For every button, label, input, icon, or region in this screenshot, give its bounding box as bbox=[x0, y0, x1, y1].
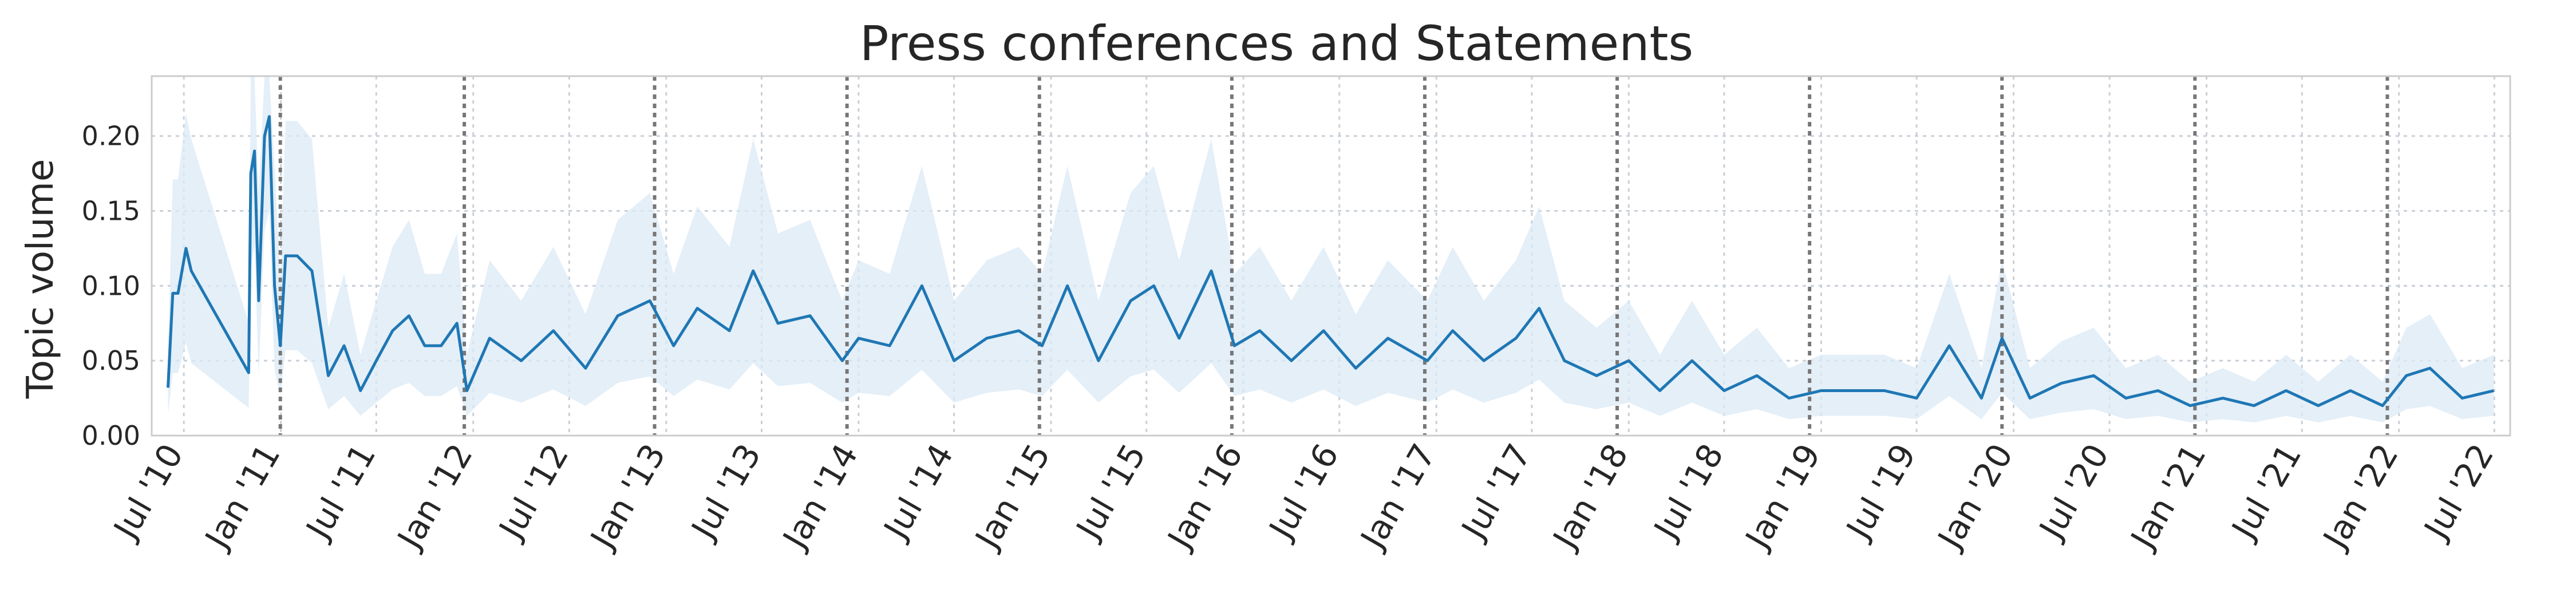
y-tick-label: 0.05 bbox=[82, 345, 140, 376]
x-tick-label: Jan '11 bbox=[197, 437, 288, 556]
x-tick-label: Jan '21 bbox=[2123, 437, 2214, 556]
x-tick-label: Jul '21 bbox=[2223, 437, 2309, 547]
x-tick-label: Jan '17 bbox=[1352, 437, 1443, 556]
x-tick-label: Jan '16 bbox=[1159, 437, 1250, 556]
y-axis-label: Topic volume bbox=[19, 159, 62, 399]
y-tick-label: 0.00 bbox=[82, 420, 140, 451]
x-tick-label: Jul '17 bbox=[1453, 437, 1539, 547]
series-line bbox=[167, 115, 2495, 408]
x-tick-label: Jul '13 bbox=[683, 437, 768, 547]
x-tick-label: Jan '20 bbox=[1929, 437, 2020, 556]
x-tick-label: Jan '14 bbox=[775, 437, 866, 556]
x-tick-label: Jan '18 bbox=[1544, 437, 1635, 556]
x-tick-label: Jul '16 bbox=[1261, 437, 1346, 547]
x-tick-label: Jan '19 bbox=[1737, 437, 1828, 556]
x-tick-label: Jul '15 bbox=[1068, 437, 1153, 547]
x-tick-label: Jul '10 bbox=[105, 437, 191, 547]
x-tick-label: Jan '15 bbox=[967, 437, 1058, 556]
x-tick-label: Jan '22 bbox=[2315, 437, 2406, 556]
x-tick-label: Jan '12 bbox=[389, 437, 480, 556]
x-tick-label: Jul '18 bbox=[1646, 437, 1731, 547]
x-tick-label: Jan '13 bbox=[582, 437, 673, 556]
chart-title: Press conferences and Statements bbox=[860, 15, 1693, 72]
y-tick-label: 0.15 bbox=[82, 196, 140, 227]
x-axis: Jul '10 Jan '11 Jul '11 Jan '12 Jul '12 Jan '… bbox=[105, 437, 2502, 556]
y-tick-label: 0.10 bbox=[82, 270, 140, 301]
variability-band bbox=[168, 76, 2494, 422]
x-tick-label: Jul '20 bbox=[2031, 437, 2116, 547]
y-axis: 0.00 0.05 0.10 0.15 0.20 bbox=[82, 121, 140, 451]
x-tick-label: Jul '12 bbox=[491, 437, 576, 547]
plot-frame bbox=[151, 75, 2511, 437]
x-tick-label: Jul '11 bbox=[298, 437, 383, 547]
x-tick-label: Jul '19 bbox=[1838, 437, 1923, 547]
y-tick-label: 0.20 bbox=[82, 121, 140, 152]
x-tick-label: Jul '22 bbox=[2416, 437, 2501, 547]
x-tick-label: Jul '14 bbox=[875, 437, 961, 547]
